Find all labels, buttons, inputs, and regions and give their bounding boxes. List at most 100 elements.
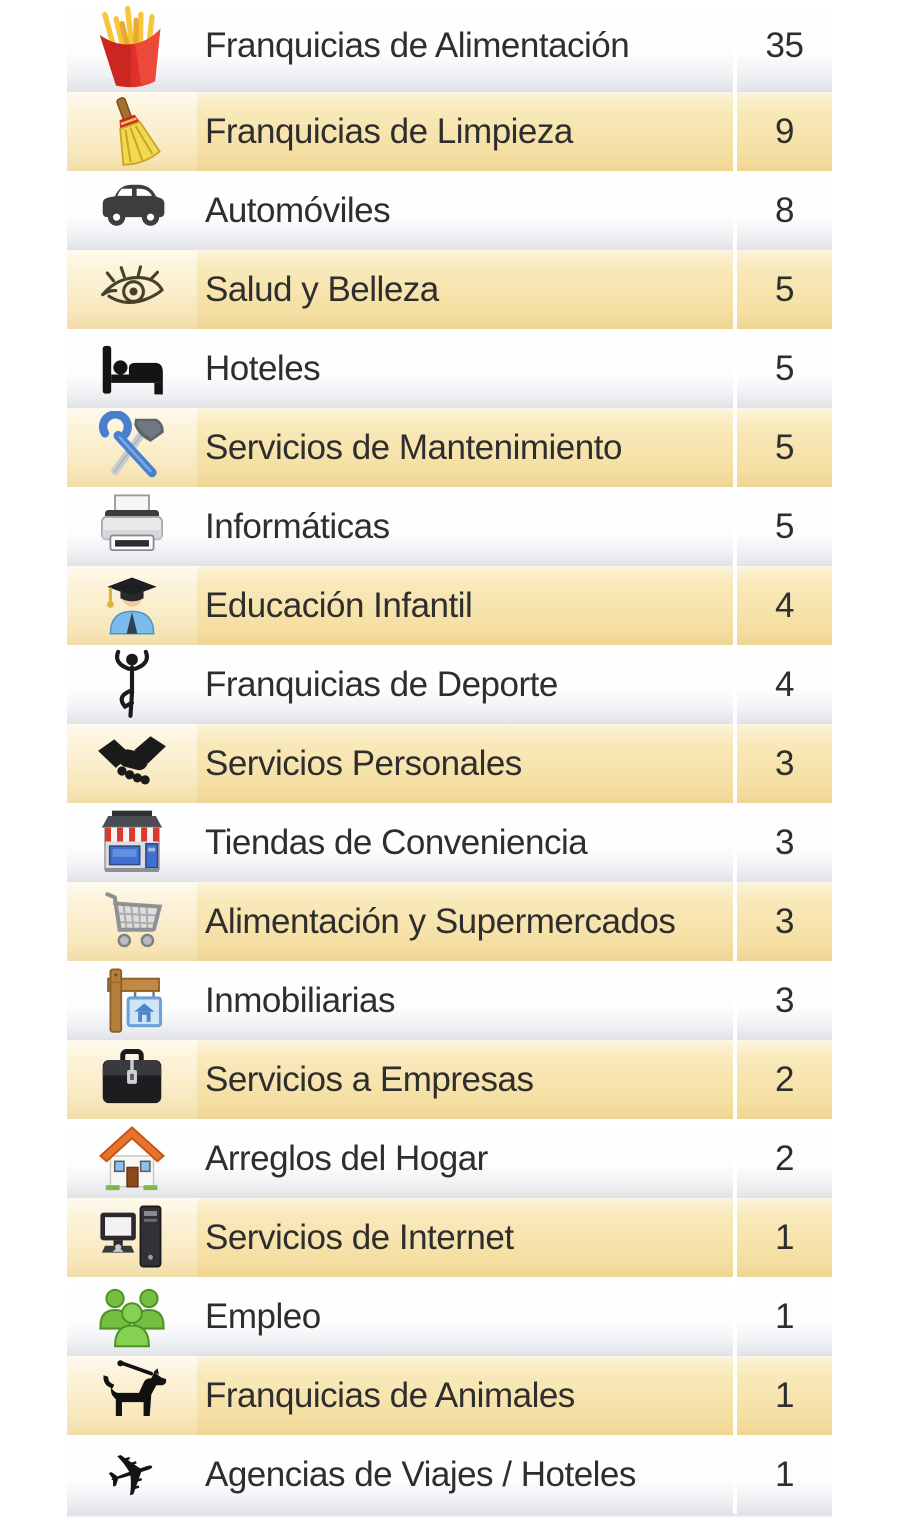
category-row-main: Servicios a Empresas <box>67 1040 733 1119</box>
category-label: Empleo <box>205 1296 321 1336</box>
briefcase-icon-glyph <box>102 1049 162 1104</box>
car-icon-glyph <box>102 184 165 226</box>
category-count: 3 <box>737 961 832 1040</box>
category-row[interactable]: Salud y Belleza 5 <box>67 250 832 329</box>
eye-icon-glyph <box>101 265 164 304</box>
category-label: Informáticas <box>205 506 390 546</box>
category-row-main: Franquicias de Deporte <box>67 645 733 724</box>
store-icon <box>67 803 197 882</box>
category-list: Franquicias de Alimentación 35 Franquicias… <box>67 0 832 1514</box>
category-label: Hoteles <box>205 348 321 388</box>
handshake-icon <box>67 725 197 803</box>
category-row-main: Alimentación y Supermercados <box>67 882 733 961</box>
category-row-main: Informáticas <box>67 487 733 566</box>
category-row[interactable]: Informáticas 5 <box>67 487 832 566</box>
category-row[interactable]: Empleo 1 <box>67 1277 832 1356</box>
car-icon <box>67 171 197 250</box>
category-row-main: Salud y Belleza <box>67 250 733 329</box>
store-icon-glyph <box>101 810 163 872</box>
cart-icon-glyph <box>105 892 163 948</box>
category-label: Servicios de Mantenimiento <box>205 428 622 467</box>
category-row-main: Servicios Personales <box>67 724 733 803</box>
category-count: 4 <box>737 645 832 724</box>
category-row[interactable]: Alimentación y Supermercados 3 <box>67 882 832 961</box>
category-row-main: Franquicias de Animales <box>67 1356 733 1435</box>
fries-icon <box>67 0 197 92</box>
category-count: 35 <box>737 0 832 92</box>
category-row-main: Tiendas de Conveniencia <box>67 803 733 882</box>
category-count: 2 <box>737 1040 832 1119</box>
house-icon-glyph <box>99 1125 165 1190</box>
category-count: 9 <box>737 92 832 171</box>
eye-icon <box>67 251 197 329</box>
category-label: Franquicias de Deporte <box>205 664 558 704</box>
tools-icon <box>67 409 197 487</box>
category-label: Alimentación y Supermercados <box>205 902 676 941</box>
category-row[interactable]: Franquicias de Deporte 4 <box>67 645 832 724</box>
category-count: 4 <box>737 566 832 645</box>
bottom-fade <box>67 1514 832 1518</box>
category-row-main: Hoteles <box>67 329 733 408</box>
category-count: 3 <box>737 724 832 803</box>
category-row[interactable]: Hoteles 5 <box>67 329 832 408</box>
category-label: Tiendas de Conveniencia <box>205 822 588 862</box>
category-row[interactable]: Servicios a Empresas 2 <box>67 1040 832 1119</box>
category-row-main: Educación Infantil <box>67 566 733 645</box>
category-label: Franquicias de Animales <box>205 1376 575 1415</box>
category-row-main: ✈ Agencias de Viajes / Hoteles <box>67 1434 733 1514</box>
graduate-icon-glyph <box>107 577 157 635</box>
category-label: Servicios a Empresas <box>205 1060 534 1099</box>
category-row[interactable]: Servicios de Mantenimiento 5 <box>67 408 832 487</box>
category-label: Servicios de Internet <box>205 1218 514 1257</box>
category-label: Franquicias de Limpieza <box>205 112 573 151</box>
category-count: 3 <box>737 803 832 882</box>
people-icon <box>67 1277 197 1356</box>
category-row[interactable]: Servicios Personales 3 <box>67 724 832 803</box>
category-row-main: Arreglos del Hogar <box>67 1119 733 1198</box>
realestate-sign-icon <box>67 961 197 1040</box>
airplane-icon-glyph: ✈ <box>97 1434 167 1514</box>
gymnast-icon-glyph <box>114 649 150 718</box>
category-row[interactable]: Franquicias de Alimentación 35 <box>67 0 832 92</box>
category-count: 5 <box>737 487 832 566</box>
category-count: 8 <box>737 171 832 250</box>
bed-icon <box>67 329 197 408</box>
category-row-main: Automóviles <box>67 171 733 250</box>
category-label: Franquicias de Alimentación <box>205 26 630 65</box>
category-row[interactable]: Arreglos del Hogar 2 <box>67 1119 832 1198</box>
dog-icon-glyph <box>103 1360 167 1417</box>
category-label: Salud y Belleza <box>205 270 439 309</box>
category-count: 1 <box>737 1435 832 1514</box>
briefcase-icon <box>67 1041 197 1119</box>
category-row[interactable]: Franquicias de Limpieza 9 <box>67 92 832 171</box>
category-row-main: Inmobiliarias <box>67 961 733 1040</box>
printer-icon-glyph <box>101 493 163 551</box>
category-label: Automóviles <box>205 190 391 230</box>
handshake-icon-glyph <box>98 736 166 785</box>
category-label: Educación Infantil <box>205 586 473 625</box>
category-row[interactable]: ✈ Agencias de Viajes / Hoteles 1 <box>67 1434 832 1514</box>
category-count: 5 <box>737 250 832 329</box>
people-icon-glyph <box>99 1288 165 1347</box>
category-count: 1 <box>737 1356 832 1435</box>
category-row[interactable]: Automóviles 8 <box>67 171 832 250</box>
bed-icon-glyph <box>102 345 163 394</box>
category-row[interactable]: Educación Infantil 4 <box>67 566 832 645</box>
category-count: 1 <box>737 1277 832 1356</box>
category-row[interactable]: Franquicias de Animales 1 <box>67 1356 832 1435</box>
category-row-main: Servicios de Internet <box>67 1198 733 1277</box>
category-row[interactable]: Servicios de Internet 1 <box>67 1198 832 1277</box>
house-icon <box>67 1119 197 1198</box>
broom-icon-glyph <box>116 97 161 166</box>
category-row[interactable]: Tiendas de Conveniencia 3 <box>67 803 832 882</box>
broom-icon <box>67 93 197 171</box>
printer-icon <box>67 487 197 566</box>
computer-icon <box>67 1199 197 1277</box>
category-row-main: Franquicias de Limpieza <box>67 92 733 171</box>
category-label: Agencias de Viajes / Hoteles <box>205 1454 636 1494</box>
category-count: 5 <box>737 408 832 487</box>
cart-icon <box>67 883 197 961</box>
airplane-icon: ✈ <box>67 1434 197 1514</box>
category-row[interactable]: Inmobiliarias 3 <box>67 961 832 1040</box>
